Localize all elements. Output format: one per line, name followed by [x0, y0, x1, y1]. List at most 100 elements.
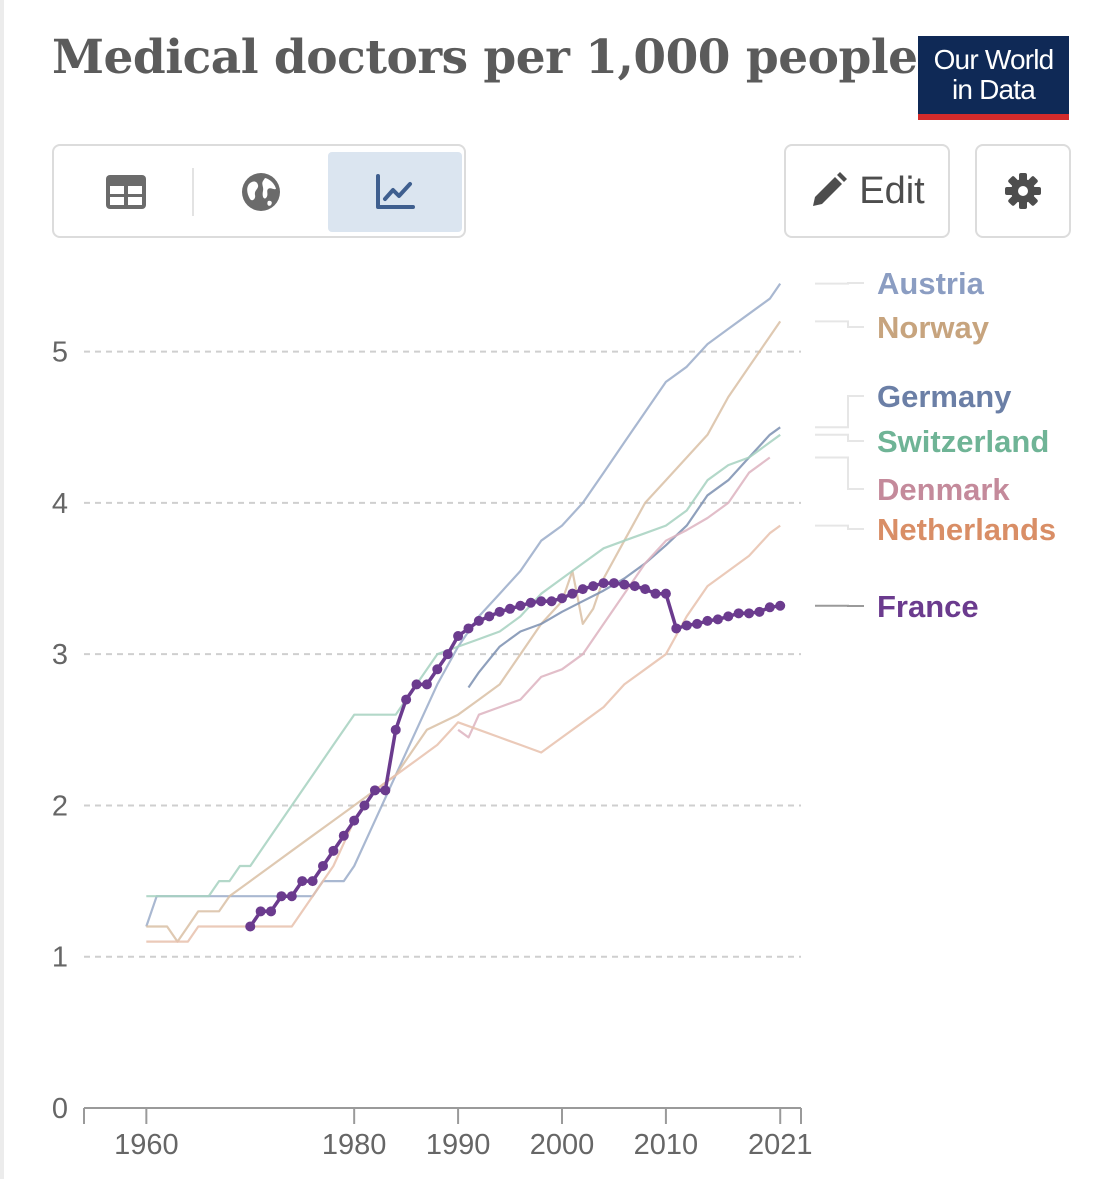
data-point-france: [276, 891, 287, 902]
data-point-france: [494, 606, 505, 617]
data-point-france: [525, 597, 536, 608]
data-point-france: [577, 584, 588, 595]
data-point-france: [515, 600, 526, 611]
legend-label-netherlands: Netherlands: [877, 512, 1056, 547]
data-point-france: [297, 876, 308, 887]
data-point-france: [567, 588, 578, 599]
owid-logo[interactable]: Our World in Data: [918, 36, 1069, 120]
data-point-france: [764, 602, 775, 613]
data-point-france: [692, 618, 703, 629]
pencil-icon: [813, 172, 848, 206]
data-point-france: [484, 611, 495, 622]
legend-label-norway: Norway: [877, 310, 990, 345]
series-line-austria: [145, 282, 782, 927]
data-point-france: [286, 891, 297, 902]
data-point-france: [536, 596, 547, 607]
y-tick-label: 5: [52, 337, 68, 369]
data-point-france: [702, 615, 713, 626]
data-point-france: [473, 615, 484, 626]
data-point-france: [401, 694, 412, 705]
y-tick-label: 2: [52, 790, 68, 822]
x-tick-label: 1990: [426, 1129, 491, 1161]
data-point-france: [380, 785, 391, 796]
data-point-france: [255, 906, 266, 917]
data-point-france: [775, 600, 786, 611]
data-point-france: [546, 596, 557, 607]
x-tick-label: 2021: [748, 1129, 813, 1161]
data-point-france: [671, 623, 682, 634]
legend-label-france: France: [877, 589, 979, 624]
line-chart-icon: [376, 174, 415, 209]
data-point-france: [307, 876, 318, 887]
data-point-france: [629, 581, 640, 592]
data-point-france: [733, 608, 744, 619]
x-tick-label: 2000: [530, 1129, 595, 1161]
data-point-france: [681, 620, 692, 631]
data-point-france: [557, 593, 567, 604]
series-line-norway: [146, 320, 782, 943]
data-point-france: [723, 611, 734, 622]
data-point-france: [432, 664, 443, 675]
data-point-france: [390, 724, 401, 735]
data-point-france: [463, 623, 474, 634]
data-point-france: [660, 588, 671, 599]
data-point-france: [328, 845, 339, 856]
table-icon: [106, 175, 146, 209]
data-point-france: [369, 785, 380, 796]
x-tick-label: 1960: [114, 1129, 179, 1161]
legend-label-germany: Germany: [877, 379, 1012, 414]
series-line-netherlands: [146, 524, 781, 943]
tab-chart[interactable]: [328, 152, 462, 232]
data-point-france: [453, 631, 464, 642]
chart-title: Medical doctors per 1,000 people: [52, 30, 918, 85]
data-point-france: [318, 860, 328, 871]
tab-table[interactable]: [60, 152, 192, 232]
y-tick-label: 0: [52, 1093, 68, 1125]
edit-label: Edit: [859, 169, 925, 212]
data-point-france: [650, 588, 661, 599]
series-line-france: [248, 581, 781, 928]
data-point-france: [421, 679, 432, 690]
data-point-france: [359, 800, 370, 811]
edit-button[interactable]: Edit: [784, 144, 950, 238]
logo-line2: in Data: [951, 74, 1036, 105]
y-tick-label: 3: [52, 639, 68, 671]
globe-icon: [242, 173, 280, 211]
data-point-france: [338, 830, 349, 841]
tab-map[interactable]: [196, 152, 326, 232]
data-point-france: [754, 606, 765, 617]
data-point-france: [442, 649, 453, 660]
data-point-france: [712, 614, 723, 625]
left-edge-divider: [0, 0, 4, 1179]
settings-button[interactable]: [975, 144, 1071, 238]
legend-label-denmark: Denmark: [877, 472, 1010, 507]
data-point-france: [744, 608, 755, 619]
data-point-france: [349, 815, 360, 826]
view-tab-group: [52, 144, 466, 238]
data-point-france: [588, 581, 599, 592]
series-line-denmark: [457, 456, 771, 739]
data-point-france: [619, 579, 630, 590]
legend-connector-switzerland: [815, 433, 864, 442]
gear-icon: [1005, 173, 1041, 209]
data-point-france: [505, 603, 516, 614]
series-line-switzerland: [146, 433, 781, 898]
x-tick-label: 1980: [322, 1129, 387, 1161]
legend-connector-norway: [815, 320, 864, 328]
logo-line1: Our World: [933, 44, 1055, 75]
tab-separator: [192, 168, 194, 216]
legend-connector-austria: [815, 282, 864, 285]
y-tick-label: 1: [52, 942, 68, 974]
data-point-france: [608, 578, 619, 589]
y-tick-label: 4: [52, 488, 68, 520]
data-point-france: [266, 906, 277, 917]
legend-label-switzerland: Switzerland: [877, 424, 1049, 459]
legend-label-austria: Austria: [877, 266, 985, 301]
data-point-france: [640, 584, 651, 595]
legend-connector-denmark: [815, 456, 864, 490]
data-point-france: [598, 578, 609, 589]
logo-red-bar: [918, 114, 1069, 120]
series-line-germany: [467, 426, 781, 689]
data-point-france: [245, 921, 256, 932]
